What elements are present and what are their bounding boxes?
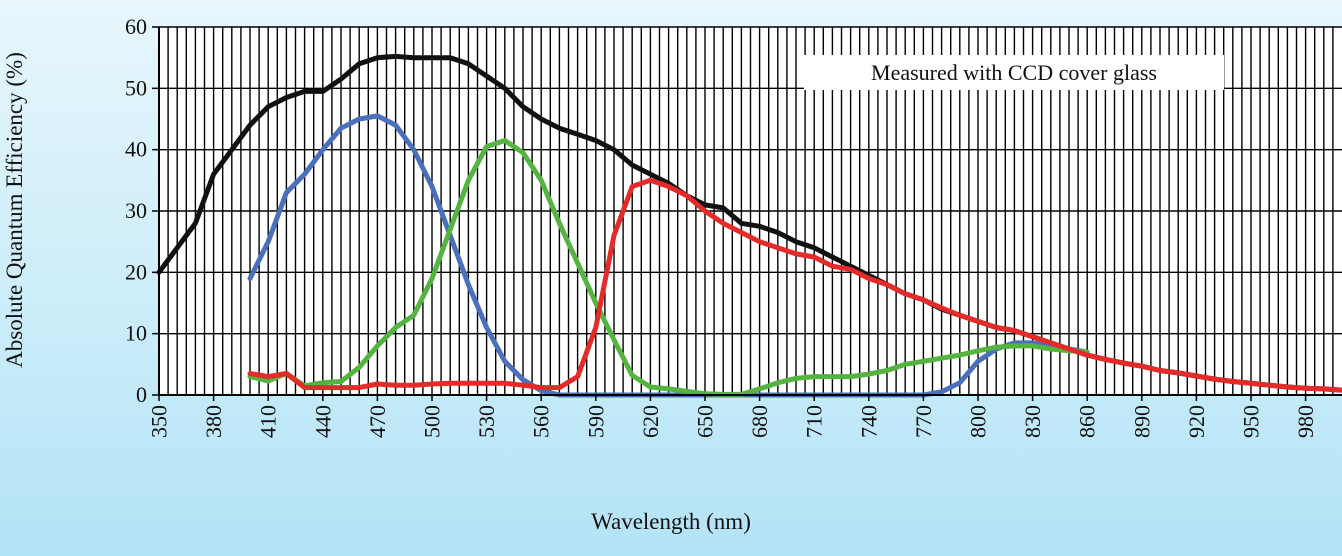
x-axis-label: Wavelength (nm) <box>591 509 751 534</box>
x-tick-label: 800 <box>966 405 991 438</box>
y-tick-label: 20 <box>125 259 147 284</box>
x-tick-label: 530 <box>474 405 499 438</box>
y-tick-label: 40 <box>125 137 147 162</box>
annotation-text: Measured with CCD cover glass <box>871 60 1157 85</box>
x-tick-label: 470 <box>365 405 390 438</box>
x-tick-label: 500 <box>420 405 445 438</box>
y-axis-label-wrap: Absolute Quantum Efficiency (%) <box>0 0 30 420</box>
x-tick-label: 860 <box>1075 405 1100 438</box>
x-tick-label: 440 <box>310 405 335 438</box>
x-tick-label: 590 <box>583 405 608 438</box>
y-tick-label: 0 <box>136 382 147 407</box>
y-tick-labels: 0 10 20 30 40 50 60 <box>125 14 159 407</box>
x-tick-label: 770 <box>911 405 936 438</box>
x-tick-label: 410 <box>256 405 281 438</box>
y-tick-label: 10 <box>125 321 147 346</box>
series-line-3 <box>247 138 1090 397</box>
x-tick-label: 620 <box>638 405 663 438</box>
x-tick-label: 830 <box>1020 405 1045 438</box>
x-tick-label: 380 <box>201 405 226 438</box>
x-tick-label: 650 <box>693 405 718 438</box>
x-tick-label: 560 <box>529 405 554 438</box>
y-tick-label: 60 <box>125 14 147 39</box>
x-tick-label: 950 <box>1239 405 1264 438</box>
annotation-box: Measured with CCD cover glass <box>804 55 1224 90</box>
y-tick-label: 50 <box>125 75 147 100</box>
y-tick-label: 30 <box>125 198 147 223</box>
series-line-4 <box>247 177 1342 393</box>
x-tick-label: 980 <box>1293 405 1318 438</box>
x-tick-label: 680 <box>747 405 772 438</box>
x-tick-label: 710 <box>802 405 827 438</box>
x-tick-label: 890 <box>1129 405 1154 438</box>
x-tick-label: 920 <box>1184 405 1209 438</box>
x-tick-label: 740 <box>856 405 881 438</box>
x-tick-label: 350 <box>147 405 172 438</box>
y-axis-label: Absolute Quantum Efficiency (%) <box>2 52 28 368</box>
x-tick-labels: 350 380 410 440 470 500 530 560 590 620 650 680 710 7… <box>147 395 1318 438</box>
